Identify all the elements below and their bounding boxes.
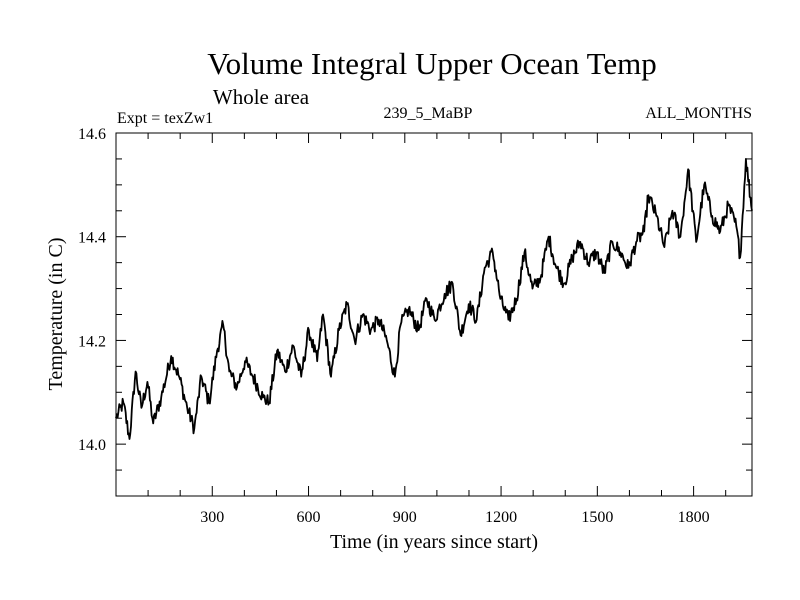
x-axis-label: Time (in years since start) [330, 531, 538, 553]
y-tick-label: 14.6 [78, 126, 106, 143]
axes [115, 132, 753, 497]
x-tick-label: 1500 [581, 509, 613, 526]
x-tick-labels: 300 600 900 1200 1500 1800 [200, 509, 709, 526]
x-tick-label: 1200 [485, 509, 517, 526]
series-line [115, 157, 753, 440]
annotation-experiment: Expt = texZw1 [117, 110, 213, 127]
y-tick-label: 14.2 [78, 333, 106, 350]
y-axis-label: Temperature (in C) [45, 238, 67, 391]
y-tick-labels: 14.0 14.2 14.4 14.6 [78, 126, 106, 454]
y-tick-label: 14.0 [78, 437, 106, 454]
annotation-period: 239_5_MaBP [384, 105, 473, 122]
y-tick-label: 14.4 [78, 230, 106, 247]
series-group [115, 157, 753, 440]
annotation-months: ALL_MONTHS [645, 105, 752, 122]
x-tick-label: 900 [393, 509, 417, 526]
chart-subtitle: Whole area [213, 85, 310, 109]
x-tick-label: 600 [297, 509, 321, 526]
chart-title: Volume Integral Upper Ocean Temp [207, 46, 657, 81]
x-tick-label: 1800 [678, 509, 710, 526]
x-tick-label: 300 [200, 509, 224, 526]
